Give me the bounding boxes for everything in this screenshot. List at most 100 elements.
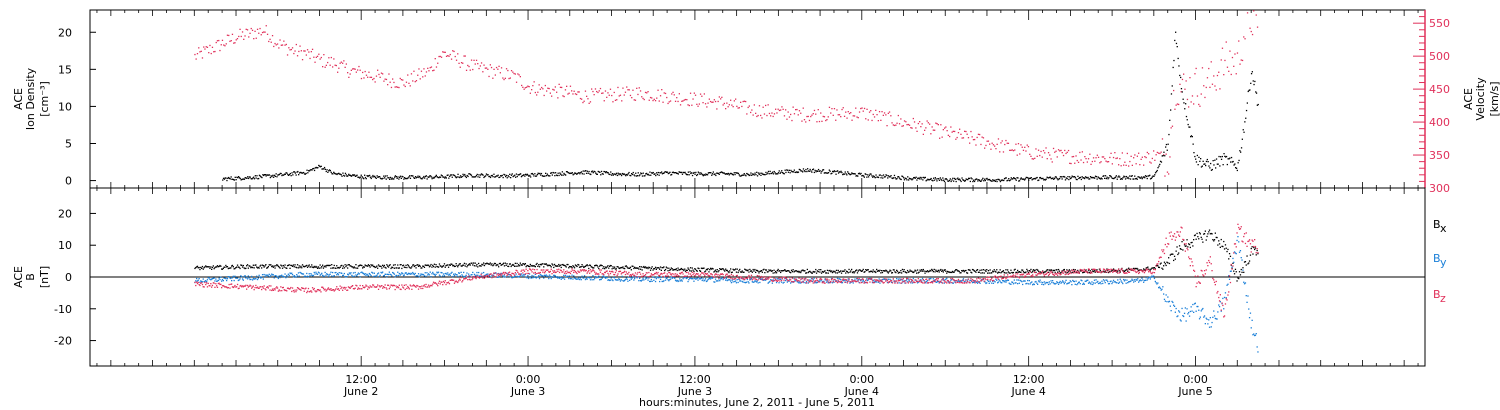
data-point — [570, 172, 572, 174]
data-point — [760, 174, 762, 176]
data-point — [762, 279, 764, 281]
data-point — [1065, 177, 1067, 179]
data-point — [719, 280, 721, 282]
data-point — [758, 173, 760, 176]
data-point — [1227, 248, 1229, 251]
data-point — [622, 87, 624, 89]
data-point — [671, 93, 673, 95]
data-point — [901, 272, 903, 274]
data-point — [1023, 280, 1025, 282]
data-point — [307, 265, 310, 267]
data-point — [471, 176, 473, 178]
data-point — [759, 281, 761, 284]
data-point — [374, 286, 376, 288]
data-point — [755, 269, 758, 271]
data-point — [423, 284, 426, 286]
data-point — [604, 276, 606, 278]
data-point — [903, 120, 906, 122]
data-point — [470, 59, 473, 61]
data-point — [488, 75, 490, 78]
data-point — [921, 269, 923, 271]
data-point — [756, 171, 758, 173]
data-point — [263, 285, 265, 287]
data-point — [570, 278, 572, 280]
data-point — [454, 176, 457, 178]
data-point — [287, 264, 289, 266]
data-point — [859, 269, 861, 271]
data-point — [1034, 157, 1036, 159]
data-point — [740, 277, 743, 279]
data-point — [605, 267, 607, 269]
data-point — [251, 287, 253, 289]
data-point — [538, 264, 540, 266]
data-point — [332, 267, 335, 269]
data-point — [395, 285, 397, 287]
data-point — [1058, 270, 1060, 272]
data-point — [275, 265, 277, 267]
data-point — [1197, 164, 1199, 166]
data-point — [1001, 140, 1003, 142]
data-point — [1220, 310, 1222, 312]
data-point — [741, 270, 743, 272]
data-point — [931, 281, 934, 283]
data-point — [407, 74, 409, 76]
data-point — [763, 113, 766, 115]
data-point — [305, 275, 307, 278]
data-point — [685, 269, 687, 271]
data-point — [433, 69, 435, 71]
data-point — [554, 265, 556, 267]
data-point — [500, 272, 502, 274]
data-point — [485, 67, 488, 69]
data-point — [917, 281, 919, 283]
data-point — [808, 271, 810, 273]
data-point — [334, 289, 336, 291]
data-point — [651, 266, 653, 268]
data-point — [1034, 269, 1036, 271]
data-point — [1175, 104, 1177, 106]
data-point — [432, 271, 434, 274]
data-point — [498, 276, 501, 278]
data-point — [408, 272, 410, 275]
data-point — [623, 94, 625, 96]
data-point — [1235, 271, 1237, 273]
data-point — [493, 68, 495, 70]
data-point — [540, 174, 542, 176]
data-point — [308, 273, 310, 275]
data-point — [352, 275, 354, 277]
data-point — [654, 276, 656, 279]
data-point — [498, 272, 500, 275]
data-point — [302, 287, 305, 290]
data-point — [1234, 252, 1237, 254]
data-point — [607, 172, 609, 174]
data-point — [387, 284, 389, 286]
data-point — [1077, 175, 1079, 177]
data-point — [875, 271, 877, 274]
data-point — [731, 173, 734, 176]
data-point — [801, 281, 803, 283]
data-point — [485, 173, 488, 175]
data-point — [348, 76, 350, 78]
data-point — [374, 266, 376, 269]
data-point — [578, 172, 580, 174]
data-point — [1114, 269, 1116, 272]
data-point — [921, 270, 924, 272]
data-point — [265, 175, 267, 177]
data-point — [741, 174, 744, 176]
data-point — [793, 169, 795, 171]
data-point — [548, 175, 550, 177]
data-point — [1152, 276, 1154, 278]
data-point — [880, 119, 882, 121]
data-point — [461, 175, 463, 178]
data-point — [892, 177, 894, 180]
data-point — [809, 279, 811, 281]
data-point — [913, 177, 915, 179]
data-point — [786, 169, 788, 171]
data-point — [856, 280, 859, 282]
data-point — [752, 114, 754, 116]
data-point — [270, 175, 272, 177]
data-point — [805, 121, 807, 123]
data-point — [279, 290, 281, 292]
data-point — [1220, 238, 1222, 241]
data-point — [816, 121, 818, 123]
data-point — [596, 173, 598, 175]
